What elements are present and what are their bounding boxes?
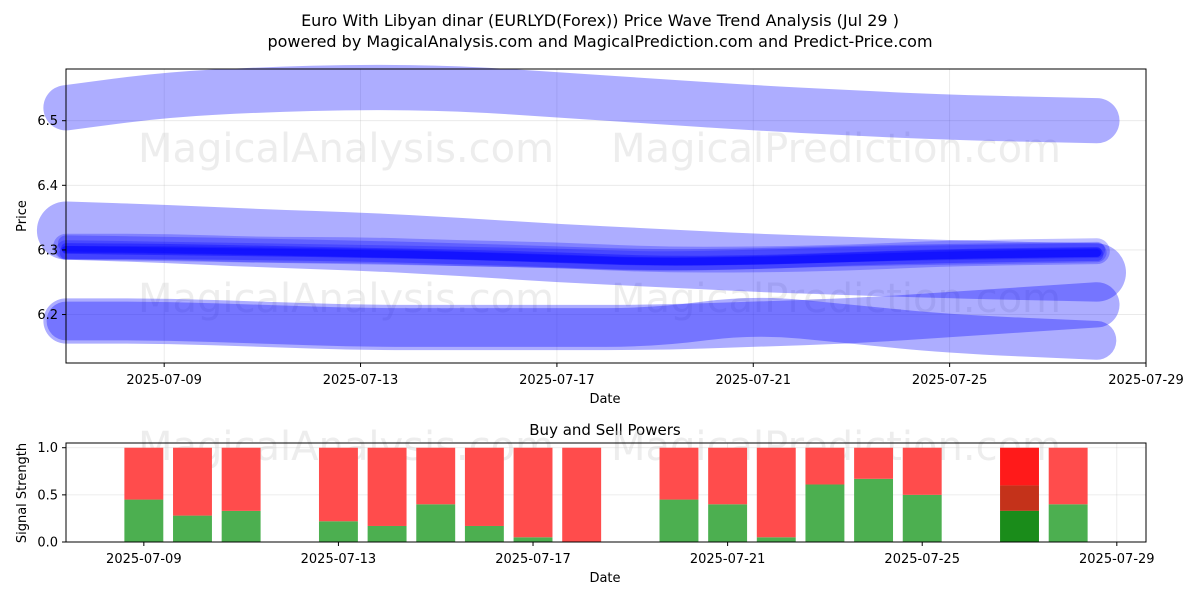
sell-bar [708,447,748,505]
buy-bar [902,494,942,542]
x-tick-label: 2025-07-25 [884,552,960,567]
buy-bar [221,510,261,542]
sell-bar [902,447,942,495]
buy-bar [1000,510,1039,542]
sell-bar [513,447,553,538]
watermark-prediction: MagicalPrediction.com [611,276,1061,322]
wave-band [36,201,1126,302]
wave-band [57,235,1105,266]
figure-title-line2: powered by MagicalAnalysis.com and Magic… [267,32,932,51]
price-x-axis-label: Date [589,392,620,407]
buy-bar [708,504,748,542]
buy-bar [416,504,456,542]
price-y-axis-label: Price [15,200,30,232]
y-tick-label: 0.5 [37,488,58,503]
y-tick-label: 6.5 [37,114,58,129]
buy-bar [464,525,504,542]
y-tick-label: 6.3 [37,243,58,258]
wave-band [53,233,1110,273]
buy-bar [513,537,553,542]
price-x-ticks: 2025-07-09 2025-07-13 2025-07-17 2025-07-21… [126,363,1184,388]
signal-y-axis-label: Signal Strength [15,443,30,543]
wave-band [46,297,1117,360]
watermark-analysis: MagicalAnalysis.com [138,126,554,172]
signal-bars [124,447,1088,542]
x-tick-label: 2025-07-21 [715,373,791,388]
y-tick-label: 0.0 [37,536,58,551]
buy-bar [756,537,796,542]
sell-bar [416,447,456,505]
wave-band [43,282,1120,351]
buy-bar [805,484,845,542]
sell-bar [221,447,261,511]
wave-band [62,246,1101,266]
x-tick-label: 2025-07-17 [519,373,595,388]
price-grid [66,69,1147,363]
y-tick-label: 1.0 [37,441,58,456]
sell-bar [562,447,602,542]
sell-bar [659,447,699,500]
y-tick-label: 6.4 [37,179,58,194]
price-plot-frame [65,68,1147,364]
wave-band [61,243,1102,266]
wave-band [56,240,1107,271]
buy-bar [173,515,212,542]
sell-bar [854,447,894,479]
x-tick-label: 2025-07-29 [1079,552,1155,567]
figure-title-line1: Euro With Libyan dinar (EURLYD(Forex)) P… [301,11,899,30]
signal-y-ticks: 0.0 0.5 1.0 [37,441,66,551]
watermark-prediction: MagicalPrediction.com [611,126,1061,172]
signal-x-ticks: 2025-07-09 2025-07-13 2025-07-17 2025-07-21… [106,542,1155,567]
x-tick-label: 2025-07-09 [126,373,202,388]
buy-bar [124,499,164,542]
mixed-bar [1000,485,1039,511]
price-wave-panel: MagicalAnalysis.com MagicalPrediction.co… [15,64,1184,407]
x-tick-label: 2025-07-13 [301,552,377,567]
sell-bar [173,447,212,516]
wave-band [59,246,1104,271]
x-tick-label: 2025-07-09 [106,552,182,567]
buy-bar [318,521,358,542]
y-tick-label: 6.2 [37,308,58,323]
sell-bar [318,447,358,522]
sell-bar [124,447,164,500]
x-tick-label: 2025-07-29 [1108,373,1184,388]
price-plot-area [66,69,1146,363]
sell-bar [464,447,504,526]
sell-bar [367,447,407,526]
wave-band [43,64,1120,144]
price-y-ticks: 6.2 6.3 6.4 6.5 [37,114,66,323]
x-tick-label: 2025-07-21 [690,552,766,567]
sell-bar [805,447,845,485]
x-tick-label: 2025-07-13 [323,373,399,388]
sell-bar [1048,447,1088,505]
signal-panel-title: Buy and Sell Powers [529,421,681,439]
sell-bar [1000,447,1039,486]
signal-plot-frame [65,442,1147,543]
buy-bar [367,525,407,542]
price-wave-bands [36,64,1126,360]
x-tick-label: 2025-07-17 [495,552,571,567]
sell-bar [756,447,796,538]
signal-x-axis-label: Date [589,571,620,586]
buy-bar [659,499,699,542]
buy-bar [854,478,894,542]
buy-bar [1048,504,1088,542]
watermark-analysis: MagicalAnalysis.com [138,276,554,322]
signal-panel: Buy and Sell Powers MagicalAnalysis.com … [15,421,1155,586]
price-watermarks: MagicalAnalysis.com MagicalPrediction.co… [138,126,1061,322]
x-tick-label: 2025-07-25 [912,373,988,388]
